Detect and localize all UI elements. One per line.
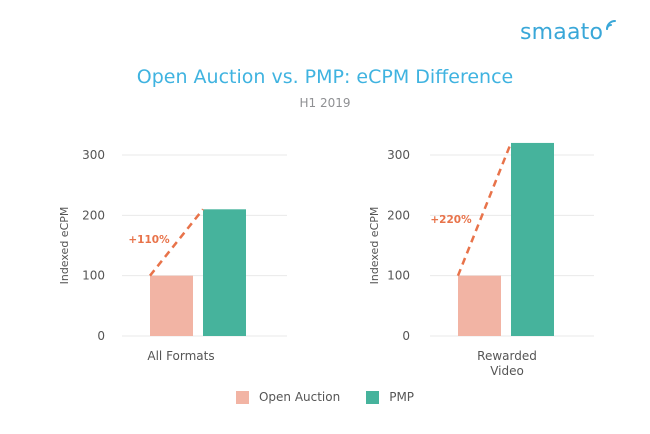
y-tick-label: 200: [387, 208, 410, 222]
difference-annotation: +220%: [430, 214, 472, 226]
chart-subtitle: H1 2019: [299, 96, 351, 110]
bar-open-auction: [458, 275, 501, 336]
y-tick-label: 0: [97, 329, 105, 343]
legend-label-open-auction: Open Auction: [258, 390, 341, 404]
legend-swatch-open-auction: [235, 390, 249, 404]
legend-item-pmp: PMP: [366, 390, 414, 404]
difference-connector: [149, 208, 204, 277]
smaato-logo: smaato: [520, 17, 619, 47]
legend-label-pmp: PMP: [389, 390, 415, 404]
chart-title: Open Auction vs. PMP: eCPM Difference: [136, 66, 514, 88]
category-label-line2: Video: [490, 364, 524, 378]
bar-open-auction: [150, 275, 193, 336]
legend-swatch-pmp: [366, 390, 380, 404]
logo-text: smaato: [520, 19, 604, 45]
legend-item-open-auction: Open Auction: [235, 390, 341, 404]
difference-connector: [456, 142, 513, 277]
signal-waves-icon: [606, 20, 617, 30]
y-tick-label: 300: [387, 148, 410, 162]
y-tick-label: 0: [402, 329, 410, 343]
difference-annotation: +110%: [128, 234, 170, 246]
category-label-line1: Rewarded: [477, 349, 537, 363]
legend: Open Auction PMP: [0, 390, 650, 404]
category-label: All Formats: [147, 349, 214, 363]
bar-pmp: [511, 142, 554, 336]
y-tick-label: 300: [82, 148, 105, 162]
bar-pmp: [203, 209, 246, 336]
y-axis-label: Indexed eCPM: [58, 207, 71, 285]
y-axis-label: Indexed eCPM: [368, 207, 381, 285]
y-tick-label: 200: [82, 208, 105, 222]
y-tick-label: 100: [387, 269, 410, 283]
y-tick-label: 100: [82, 269, 105, 283]
